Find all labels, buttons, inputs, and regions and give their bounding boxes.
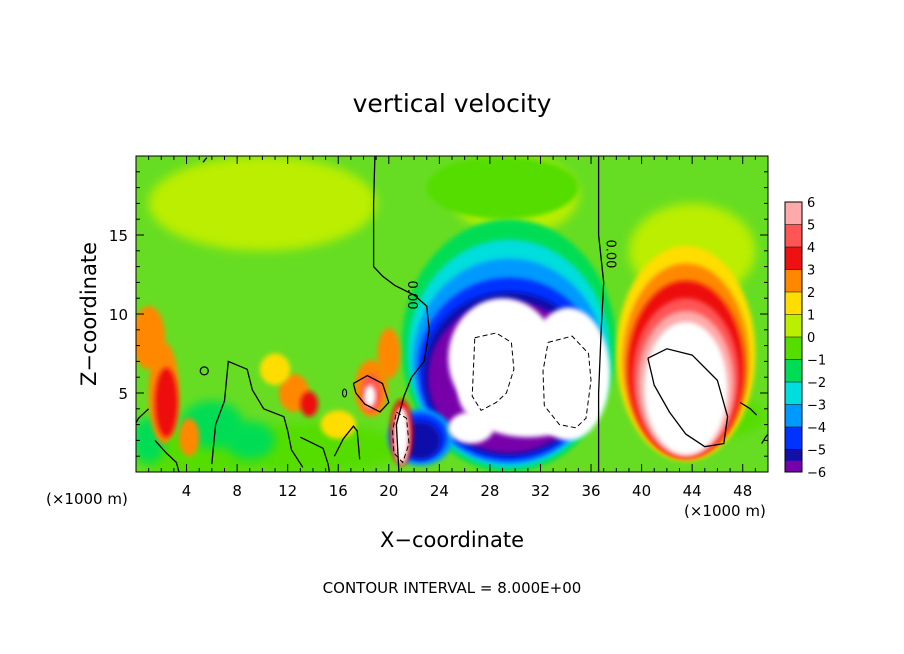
colorbar-swatch xyxy=(785,269,802,292)
field-region xyxy=(448,411,494,444)
field-region xyxy=(300,391,319,417)
x-tick-label: 40 xyxy=(632,482,651,500)
contour-line-zero xyxy=(372,156,430,472)
y-tick-label: 15 xyxy=(109,227,128,245)
colorbar-label: −4 xyxy=(807,421,826,436)
colorbar-label: −5 xyxy=(807,444,826,459)
field-region xyxy=(178,418,200,457)
contour-line-zero xyxy=(342,388,348,398)
colorbar: 6 5 4 3 2 1 0 −1 −2 −3 −4 −5 −6 xyxy=(784,196,826,481)
colorbar-label: −1 xyxy=(807,354,826,369)
colorbar-label: −3 xyxy=(807,399,826,414)
x-tick-label: 48 xyxy=(733,482,752,500)
x-tick-label: 24 xyxy=(430,482,449,500)
x-tick-label: 16 xyxy=(329,482,348,500)
field-region xyxy=(426,156,579,220)
field-region xyxy=(148,156,377,251)
colorbar-swatch xyxy=(785,202,802,225)
contour-label: 0.00 xyxy=(603,239,618,268)
x-tick-label: 12 xyxy=(278,482,297,500)
x-unit-right: (×1000 m) xyxy=(684,502,766,520)
colorbar-label: 6 xyxy=(807,196,815,211)
y-axis-label: Z−coordinate xyxy=(77,242,101,386)
y-tick-label: 5 xyxy=(118,385,128,403)
contour-line-negative xyxy=(542,335,592,429)
contour-line-zero xyxy=(154,439,180,472)
x-tick-label: 20 xyxy=(379,482,398,500)
colorbar-swatch xyxy=(785,314,802,337)
field-region xyxy=(458,348,598,438)
x-tick-label: 28 xyxy=(480,482,499,500)
field-region xyxy=(377,328,401,379)
contour-line-zero xyxy=(352,374,390,413)
colorbar-swatch xyxy=(785,460,802,472)
colorbar-swatch xyxy=(785,382,802,405)
x-tick-label: 36 xyxy=(581,482,600,500)
colorbar-label: 2 xyxy=(807,286,815,301)
field-region xyxy=(259,353,291,386)
colorbar-swatch xyxy=(785,224,802,247)
contour-line-negative xyxy=(392,411,410,464)
contour-line-zero xyxy=(211,360,304,468)
colorbar-swatch xyxy=(785,427,802,450)
contour-line-zero xyxy=(300,436,331,472)
x-unit-left: (×1000 m) xyxy=(46,490,128,508)
x-tick-label: 32 xyxy=(531,482,550,500)
colorbar-label: 4 xyxy=(807,241,815,256)
colorbar-label: 5 xyxy=(807,219,815,234)
field-region xyxy=(320,410,356,439)
colorbar-label: 3 xyxy=(807,264,815,279)
contour-line-zero xyxy=(647,348,729,448)
contour-line-zero xyxy=(597,156,605,472)
contour-interval-note: CONTOUR INTERVAL = 8.000E+00 xyxy=(323,579,582,597)
field-region xyxy=(154,367,178,438)
x-tick-label: 4 xyxy=(182,482,192,500)
contour-line-zero xyxy=(136,408,150,424)
colorbar-label: −2 xyxy=(807,376,826,391)
field-region xyxy=(136,306,166,370)
x-tick-label: 8 xyxy=(232,482,242,500)
contour-line-zero xyxy=(202,157,208,163)
field-region xyxy=(224,421,276,460)
contour-label: 0.00 xyxy=(404,281,419,310)
colorbar-label: 1 xyxy=(807,309,815,324)
field-region xyxy=(644,321,728,455)
colorbar-swatch xyxy=(785,247,802,270)
colorbar-swatch xyxy=(785,337,802,360)
colorbar-swatch xyxy=(785,404,802,427)
field-region xyxy=(364,385,376,408)
y-tick-label: 10 xyxy=(109,306,128,324)
colorbar-label: −6 xyxy=(807,466,826,481)
chart-title: vertical velocity xyxy=(353,89,552,118)
contour-line-zero xyxy=(199,366,209,376)
x-tick-label: 44 xyxy=(683,482,702,500)
contour-line-zero xyxy=(333,425,361,460)
colorbar-swatch xyxy=(785,292,802,315)
contour-line-negative xyxy=(471,332,515,412)
colorbar-label: 0 xyxy=(807,331,815,346)
colorbar-swatch xyxy=(785,359,802,382)
x-axis-label: X−coordinate xyxy=(380,528,524,552)
contour-line-zero xyxy=(739,401,758,416)
contour-line-zero xyxy=(761,433,768,444)
